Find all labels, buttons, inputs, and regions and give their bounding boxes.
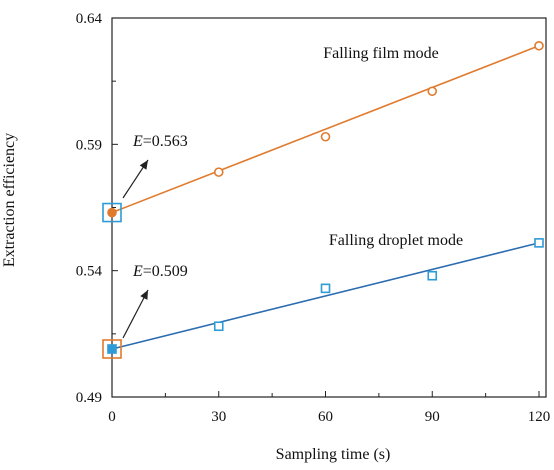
fit-line [111, 242, 540, 350]
data-point [534, 40, 544, 51]
arrowhead [140, 290, 148, 300]
x-axis-label: Sampling time (s) [276, 446, 391, 463]
y-tick-label: 0.64 [76, 11, 103, 27]
x-tick-label: 30 [211, 409, 226, 425]
x-tick-label: 90 [425, 409, 440, 425]
highlight-box [102, 339, 122, 359]
data-point [534, 238, 544, 248]
arrowhead [139, 160, 148, 170]
highlight-box [102, 202, 122, 223]
x-tick-label: 120 [528, 409, 551, 425]
data-point [320, 283, 331, 294]
x-tick-label: 0 [108, 409, 116, 425]
plot-frame [111, 17, 547, 398]
labels-layer: Falling film mode Falling droplet mode E=0… [122, 45, 463, 339]
data-point [427, 86, 438, 97]
x-tick-label: 60 [318, 409, 333, 425]
data-point [213, 321, 224, 332]
annotation-label: E=0.509 [132, 263, 188, 280]
axes [111, 17, 547, 398]
ticks: 0 30 60 90 120 0.49 0.54 0.59 0.64 [76, 11, 551, 425]
y-tick-label: 0.49 [76, 390, 102, 406]
data-point [107, 207, 117, 218]
y-axis-label: Extraction efficiency [1, 133, 18, 267]
data-point [213, 167, 224, 177]
annotation-arrow [122, 289, 149, 339]
series-label: Falling droplet mode [329, 232, 463, 249]
data-point [320, 131, 331, 142]
data-point [427, 270, 438, 281]
series-label: Falling film mode [323, 45, 439, 62]
annotation-label: E=0.563 [132, 133, 188, 150]
y-tick-label: 0.54 [76, 264, 103, 280]
data-point [107, 344, 117, 354]
series-layer [102, 40, 544, 359]
y-tick-label: 0.59 [76, 137, 102, 153]
fit-line [111, 45, 540, 214]
